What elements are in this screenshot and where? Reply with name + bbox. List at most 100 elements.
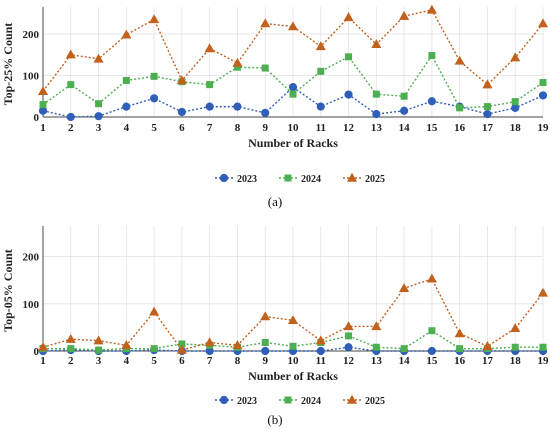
x-tick-label: 14 xyxy=(399,122,411,134)
x-tick-label: 3 xyxy=(96,355,102,367)
data-point-2025 xyxy=(260,18,271,28)
x-tick-label: 6 xyxy=(179,355,185,367)
y-tick-label: 200 xyxy=(23,252,40,264)
data-point-2025 xyxy=(510,323,521,333)
data-point-2025 xyxy=(426,273,437,283)
data-point-2024 xyxy=(261,64,269,72)
data-point-2025 xyxy=(121,340,132,350)
data-point-2024 xyxy=(456,345,464,353)
data-point-2025 xyxy=(287,21,299,31)
data-point-2024 xyxy=(400,92,408,100)
x-tick-label: 12 xyxy=(343,355,355,367)
data-point-2023 xyxy=(261,108,270,117)
panel-caption: (a) xyxy=(268,194,282,209)
legend-label-2023: 2023 xyxy=(237,396,257,407)
data-point-2023 xyxy=(205,102,214,111)
x-tick-label: 8 xyxy=(235,122,241,134)
data-point-2023 xyxy=(427,346,436,356)
x-tick-label: 19 xyxy=(538,122,550,134)
x-tick-label: 14 xyxy=(399,355,411,367)
data-point-2024 xyxy=(67,81,75,89)
data-point-2023 xyxy=(288,83,298,92)
data-point-2023 xyxy=(122,102,131,111)
legend-marker-2024 xyxy=(284,174,292,182)
x-tick-label: 7 xyxy=(207,355,213,367)
x-tick-label: 17 xyxy=(482,122,494,134)
x-tick-label: 5 xyxy=(151,355,157,367)
data-point-2024 xyxy=(261,339,269,347)
y-axis-label: Top-25% Count xyxy=(1,23,15,106)
y-tick-label: 100 xyxy=(23,70,40,82)
data-point-2024 xyxy=(345,332,353,340)
data-point-2024 xyxy=(400,345,408,353)
data-point-2023 xyxy=(538,91,548,100)
data-point-2025 xyxy=(537,18,549,28)
y-axis-label: Top-05% Count xyxy=(1,249,15,332)
data-point-2025 xyxy=(121,29,132,39)
data-point-2025 xyxy=(37,342,49,351)
x-tick-label: 4 xyxy=(124,122,130,134)
legend-label-2025: 2025 xyxy=(365,396,385,407)
data-point-2024 xyxy=(539,343,547,351)
data-point-2025 xyxy=(149,306,160,316)
data-point-2025 xyxy=(65,49,76,59)
data-point-2024 xyxy=(39,101,47,109)
x-tick-label: 4 xyxy=(124,355,130,367)
data-point-2023 xyxy=(233,102,242,111)
x-tick-label: 6 xyxy=(179,122,185,134)
data-point-2023 xyxy=(344,90,353,99)
legend-label-2023: 2023 xyxy=(237,174,257,185)
data-point-2025 xyxy=(454,328,465,338)
chart-panel-2: 1 2 3 4 5 6 7 8 9 10 11 12 13 14 15 16 17 18 190100200Numb… xyxy=(1,226,549,427)
x-tick-label: 9 xyxy=(262,122,268,134)
data-point-2025 xyxy=(37,86,49,95)
data-point-2024 xyxy=(67,345,75,353)
data-point-2023 xyxy=(427,97,436,106)
x-tick-label: 13 xyxy=(371,122,383,134)
data-point-2024 xyxy=(150,345,158,353)
x-axis-label: Number of Racks xyxy=(248,369,338,383)
x-tick-label: 2 xyxy=(68,355,74,367)
data-point-2025 xyxy=(343,321,354,331)
data-point-2024 xyxy=(289,90,297,98)
legend-marker-2024 xyxy=(284,396,292,404)
data-point-2023 xyxy=(261,346,270,356)
data-point-2024 xyxy=(372,343,380,351)
data-point-2024 xyxy=(95,100,103,108)
data-point-2025 xyxy=(454,55,465,65)
x-tick-label: 13 xyxy=(371,355,383,367)
legend-marker-2025 xyxy=(346,172,358,182)
data-point-2025 xyxy=(426,4,437,14)
series-2025 xyxy=(37,4,549,95)
legend-marker-2025 xyxy=(346,394,358,404)
data-point-2025 xyxy=(93,335,104,345)
x-tick-label: 10 xyxy=(288,122,300,134)
data-point-2023 xyxy=(38,106,48,115)
legend: 2023 2024 2025 xyxy=(215,172,385,185)
y-tick-label: 0 xyxy=(34,346,40,358)
data-point-2025 xyxy=(176,344,187,354)
x-tick-label: 18 xyxy=(510,355,522,367)
data-point-2023 xyxy=(94,112,103,121)
x-tick-label: 18 xyxy=(510,122,522,134)
x-tick-label: 11 xyxy=(316,355,326,367)
x-tick-label: 5 xyxy=(151,122,157,134)
data-point-2023 xyxy=(66,112,75,122)
data-point-2025 xyxy=(287,315,299,325)
x-tick-label: 1 xyxy=(40,122,46,134)
data-point-2025 xyxy=(204,337,215,347)
x-tick-label: 8 xyxy=(235,355,241,367)
y-tick-label: 200 xyxy=(23,29,40,41)
data-point-2023 xyxy=(344,343,353,352)
data-point-2023 xyxy=(372,109,381,119)
data-point-2024 xyxy=(539,79,547,87)
data-point-2025 xyxy=(149,14,160,24)
x-tick-label: 11 xyxy=(316,122,326,134)
data-point-2025 xyxy=(315,335,326,345)
x-tick-label: 2 xyxy=(68,122,74,134)
data-point-2025 xyxy=(399,283,410,292)
data-point-2025 xyxy=(260,311,271,321)
data-point-2023 xyxy=(511,103,520,112)
legend: 2023 2024 2025 xyxy=(215,394,385,407)
